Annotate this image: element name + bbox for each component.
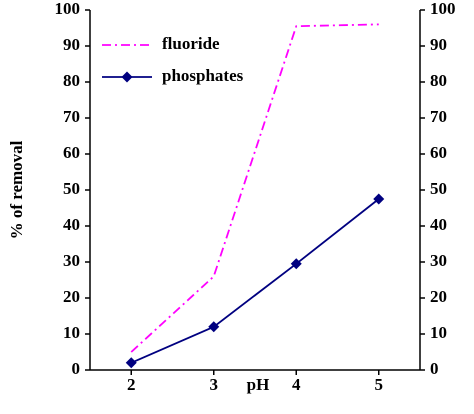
y2-tick-label: 0 [430, 359, 439, 378]
y-tick-label: 10 [63, 323, 80, 342]
legend-marker [121, 71, 133, 83]
x-axis-label: pH [247, 375, 270, 394]
x-tick-label: 4 [292, 375, 301, 394]
y2-tick-label: 30 [430, 251, 447, 270]
y-tick-label: 90 [63, 35, 80, 54]
y-tick-label: 40 [63, 215, 80, 234]
legend-label: phosphates [162, 66, 244, 85]
x-tick-label: 3 [210, 375, 219, 394]
y-tick-label: 60 [63, 143, 80, 162]
y-tick-label: 0 [72, 359, 81, 378]
y2-tick-label: 20 [430, 287, 447, 306]
point-marker [290, 258, 302, 270]
point-marker [373, 193, 385, 205]
legend-label: fluoride [162, 34, 220, 53]
y-tick-label: 100 [55, 0, 81, 18]
y-tick-label: 70 [63, 107, 80, 126]
y2-tick-label: 40 [430, 215, 447, 234]
y-tick-label: 50 [63, 179, 80, 198]
y2-tick-label: 60 [430, 143, 447, 162]
y2-tick-label: 100 [430, 0, 456, 18]
y-tick-label: 80 [63, 71, 80, 90]
point-marker [208, 321, 220, 333]
point-marker [125, 357, 137, 369]
y2-tick-label: 50 [430, 179, 447, 198]
series-line [130, 198, 380, 364]
y-tick-label: 30 [63, 251, 80, 270]
y2-tick-label: 10 [430, 323, 447, 342]
y2-tick-label: 70 [430, 107, 447, 126]
x-tick-label: 5 [375, 375, 384, 394]
y2-tick-label: 80 [430, 71, 447, 90]
y-axis-label: % of removal [7, 140, 26, 239]
y2-tick-label: 90 [430, 35, 447, 54]
y-tick-label: 20 [63, 287, 80, 306]
x-tick-label: 2 [127, 375, 136, 394]
